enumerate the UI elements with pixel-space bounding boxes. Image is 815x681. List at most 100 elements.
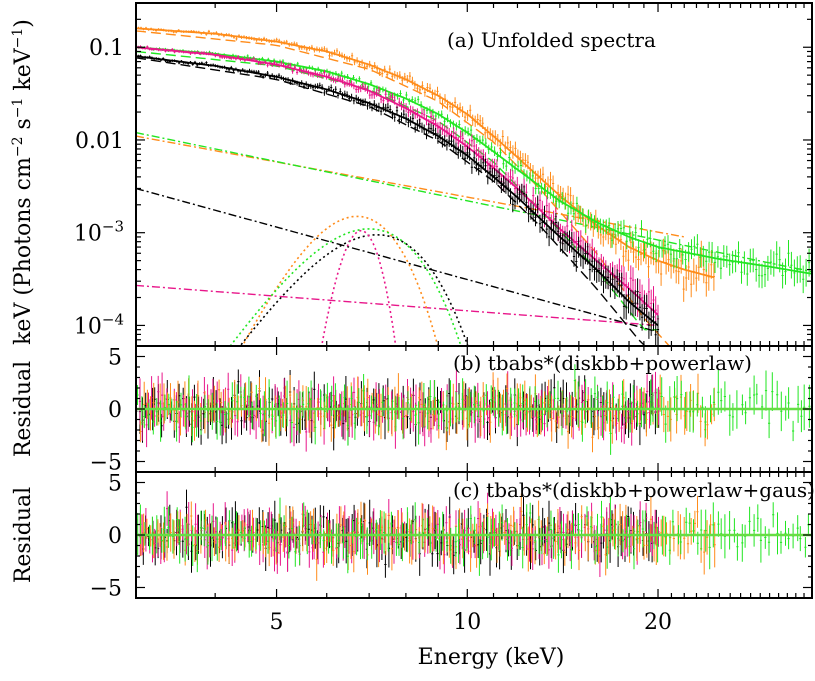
- data-layer: [136, 26, 812, 581]
- y-label-part: keV: [11, 47, 36, 97]
- residual-errorbar: [138, 378, 142, 425]
- panel-c-title: (c) tbabs*(diskbb+powerlaw+gaus): [453, 478, 815, 502]
- residual-errorbar: [175, 400, 178, 442]
- residual-errorbar: [424, 512, 427, 553]
- data-point-errorbar: [523, 185, 526, 202]
- component-diskbb: [136, 50, 658, 331]
- residual-errorbar: [574, 379, 577, 419]
- data-point-errorbar: [646, 230, 649, 248]
- component-gaussian: [241, 215, 439, 346]
- residual-errorbar: [355, 517, 358, 556]
- data-point-errorbar: [634, 224, 637, 241]
- data-point-errorbar: [405, 91, 408, 99]
- residual-errorbar: [510, 530, 513, 566]
- data-point-errorbar: [519, 150, 522, 165]
- residual-errorbar: [203, 395, 207, 418]
- data-point-errorbar: [538, 191, 542, 210]
- residual-errorbar: [764, 526, 767, 549]
- residual-errorbar: [414, 502, 417, 538]
- residual-errorbar: [624, 391, 627, 423]
- residual-errorbar: [410, 520, 413, 545]
- data-point-errorbar: [532, 186, 535, 205]
- residual-errorbar: [563, 538, 566, 566]
- residual-errorbar: [289, 508, 292, 531]
- residual-errorbar: [530, 518, 533, 563]
- data-point-errorbar: [784, 258, 787, 285]
- residual-errorbar: [755, 383, 758, 405]
- data-point-errorbar: [489, 164, 492, 179]
- data-point-errorbar: [629, 265, 632, 291]
- residual-errorbar: [548, 391, 552, 419]
- data-point-errorbar: [291, 69, 294, 74]
- data-point-errorbar: [632, 241, 635, 263]
- residual-errorbar: [580, 519, 583, 543]
- data-point-errorbar: [628, 225, 631, 242]
- data-point-errorbar: [666, 235, 670, 254]
- residual-errorbar: [207, 399, 210, 423]
- data-point-errorbar: [755, 257, 758, 282]
- residual-errorbar: [608, 389, 611, 432]
- residual-errorbar: [426, 396, 429, 430]
- residual-errorbar: [227, 372, 230, 406]
- residual-errorbar: [231, 382, 234, 420]
- residual-errorbar: [213, 527, 216, 556]
- data-point-errorbar: [650, 308, 653, 336]
- data-point-errorbar: [728, 253, 731, 276]
- data-point-errorbar: [567, 185, 570, 203]
- residual-errorbar: [191, 525, 194, 566]
- residual-errorbar: [668, 535, 671, 565]
- text-layer: (a) Unfolded spectra (b) tbabs*(diskbb+p…: [10, 19, 815, 670]
- data-point-errorbar: [708, 241, 711, 263]
- data-point-errorbar: [205, 61, 208, 65]
- residual-errorbar: [520, 493, 523, 530]
- residual-errorbar: [554, 523, 557, 560]
- residual-errorbar: [374, 396, 377, 425]
- residual-errorbar: [357, 388, 360, 417]
- residual-errorbar: [625, 514, 628, 548]
- residual-errorbar: [352, 530, 355, 573]
- x-tick-label: 20: [644, 610, 672, 635]
- residual-errorbar: [359, 518, 362, 560]
- frame-layer: [135, 2, 813, 599]
- residual-errorbar: [664, 405, 667, 443]
- residual-errorbar: [602, 516, 605, 536]
- residual-errorbar: [228, 510, 231, 532]
- residual-errorbar: [421, 518, 425, 548]
- data-point-errorbar: [431, 89, 434, 99]
- residual-errorbar: [728, 511, 731, 550]
- y-tick-label-base: 10: [74, 314, 102, 339]
- residual-errorbar: [155, 398, 158, 426]
- data-point-errorbar: [612, 224, 615, 245]
- residual-errorbar: [284, 505, 287, 548]
- residual-errorbar: [712, 502, 715, 548]
- data-point-errorbar: [622, 266, 626, 292]
- residual-errorbar: [311, 519, 314, 545]
- data-point-errorbar: [545, 219, 548, 239]
- residual-errorbar: [351, 519, 354, 544]
- panel-b-plot-area: [136, 364, 812, 455]
- data-point-errorbar: [296, 70, 299, 75]
- residual-errorbar: [632, 385, 635, 421]
- data-point-errorbar: [434, 117, 437, 129]
- residual-errorbar: [611, 397, 614, 444]
- residual-errorbar: [255, 384, 258, 408]
- residual-errorbar: [368, 395, 371, 437]
- residual-errorbar: [203, 510, 206, 547]
- residual-errorbar: [628, 517, 631, 557]
- residual-errorbar: [659, 374, 662, 412]
- residual-errorbar: [569, 394, 572, 427]
- data-point-errorbar: [643, 241, 646, 259]
- data-point-errorbar: [418, 118, 421, 129]
- panel-c-plot-area: [136, 489, 812, 581]
- residual-errorbar: [298, 391, 302, 433]
- data-point-errorbar: [645, 294, 648, 322]
- residual-errorbar: [314, 410, 317, 445]
- residual-errorbar: [210, 515, 214, 562]
- residual-errorbar: [512, 506, 515, 546]
- residual-errorbar: [241, 520, 244, 542]
- data-point-errorbar: [575, 196, 578, 211]
- data-point-errorbar: [725, 245, 728, 268]
- residual-errorbar: [161, 372, 164, 418]
- data-point-errorbar: [790, 251, 793, 279]
